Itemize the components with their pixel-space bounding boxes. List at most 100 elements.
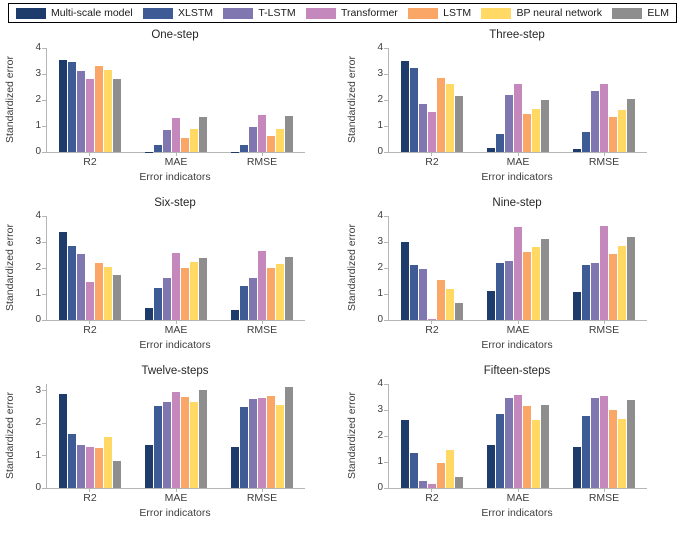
subplot-twelve-steps: Twelve-steps Standardized error 0 1 2 3 R2 MAE R… [0,362,342,530]
y-tick-label: 3 [35,236,41,247]
legend-item-bp-neural-network: BP neural network [481,7,602,19]
bar-transformer-r2 [427,112,436,152]
bar-lstm-rmse [267,268,275,320]
bar-bp-neural-network-rmse [276,129,284,152]
bar-group-r2 [400,242,463,320]
bar-elm-r2 [454,95,463,152]
y-tick-label: 0 [35,482,41,493]
y-tick-label: 0 [35,146,41,157]
bar-t-lstm-rmse [591,90,599,152]
y-tick-label: 0 [35,314,41,325]
bar-t-lstm-mae [163,129,171,152]
y-tick-label: 2 [35,262,41,273]
bar-elm-rmse [627,400,635,488]
bar-xlstm-mae [496,414,504,488]
legend-item-xlstm: XLSTM [143,7,213,19]
bar-bp-neural-network-mae [190,401,198,488]
legend-swatch-icon [612,7,643,19]
bar-t-lstm-mae [163,401,171,488]
plot-area: 0 1 2 3 4 R2 MAE RMSE [35,211,305,335]
bar-bp-neural-network-rmse [276,264,284,320]
bar-t-lstm-r2 [76,253,85,320]
subplot-three-step: Three-step Standardized error 0 1 2 3 4 R2 MAE RM… [342,26,684,194]
y-tick-label: 1 [377,120,383,131]
x-tick-label-rmse: RMSE [588,156,620,168]
bar-t-lstm-r2 [76,71,85,152]
legend-swatch-icon [481,7,512,19]
legend-swatch-icon [306,7,336,19]
x-tick-label-rmse: RMSE [246,492,278,504]
x-tick-label-r2: R2 [425,156,439,168]
bar-multi-scale-model-rmse [231,151,239,152]
bar-t-lstm-mae [505,397,513,488]
x-tick-label-rmse: RMSE [246,324,278,336]
legend-item-label: Multi-scale model [51,6,133,19]
y-tick-mark [384,461,388,463]
bar-xlstm-r2 [67,62,76,152]
y-tick-label: 4 [377,378,383,389]
x-tick-mark [603,152,605,156]
x-tick-label-rmse: RMSE [588,492,620,504]
x-tick-mark [175,320,177,324]
bar-group-r2 [400,61,463,152]
y-tick-mark [384,293,388,295]
y-tick-label: 2 [377,94,383,105]
bar-transformer-r2 [85,446,94,488]
y-tick-mark [384,215,388,217]
bar-transformer-rmse [258,397,266,488]
x-tick-label-r2: R2 [83,324,97,336]
subplot-grid: One-step Standardized error 0 1 2 3 4 R2 MAE RMSE… [0,26,685,534]
bar-lstm-mae [181,267,189,320]
bar-transformer-mae [514,394,522,488]
y-tick-mark [384,383,388,385]
bar-transformer-r2 [85,282,94,320]
y-tick-mark [42,293,46,295]
bar-xlstm-r2 [409,453,418,488]
bar-lstm-r2 [94,262,103,320]
legend-item-transformer: Transformer [306,6,398,19]
bar-elm-mae [541,239,549,320]
bar-multi-scale-model-r2 [58,59,67,152]
bar-t-lstm-rmse [591,262,599,320]
legend: Multi-scale model XLSTM T-LSTM Transformer L… [8,3,677,23]
bar-multi-scale-model-r2 [400,419,409,488]
x-tick-label-r2: R2 [83,156,97,168]
x-axis-label: Error indicators [481,171,553,183]
legend-item-label: Transformer [341,6,398,19]
x-tick-mark [175,488,177,492]
bar-elm-r2 [454,302,463,320]
legend-item-label: T-LSTM [258,6,296,19]
y-tick-mark [42,99,46,101]
bar-transformer-mae [172,118,180,152]
y-tick-mark [384,319,388,321]
subplot-one-step: One-step Standardized error 0 1 2 3 4 R2 MAE RMSE… [0,26,342,194]
bar-group-rmse [573,396,635,488]
plot-area: 0 1 2 3 4 R2 MAE RMSE [35,43,305,167]
y-tick-label: 1 [377,456,383,467]
x-tick-mark [431,488,433,492]
x-tick-mark [517,152,519,156]
bar-multi-scale-model-r2 [400,242,409,320]
bar-multi-scale-model-r2 [58,394,67,488]
bar-lstm-r2 [94,66,103,152]
bar-transformer-rmse [258,115,266,152]
bar-elm-r2 [112,461,121,488]
legend-item-label: ELM [647,6,669,19]
bar-transformer-mae [172,391,180,488]
bar-group-mae [145,116,207,152]
bar-elm-mae [541,404,549,488]
x-tick-label-rmse: RMSE [246,156,278,168]
plot-area: 0 1 2 3 4 R2 MAE RMSE [377,379,647,503]
bar-xlstm-rmse [240,406,248,488]
bar-multi-scale-model-rmse [573,148,581,152]
x-tick-label-r2: R2 [425,324,439,336]
bar-elm-r2 [454,476,463,488]
x-tick-mark [261,152,263,156]
bar-group-rmse [231,251,293,320]
bar-xlstm-rmse [582,265,590,320]
legend-item-lstm: LSTM [408,7,471,19]
bar-lstm-rmse [609,116,617,152]
plot-area: 0 1 2 3 R2 MAE RMSE [35,384,305,503]
bar-bp-neural-network-r2 [445,449,454,488]
